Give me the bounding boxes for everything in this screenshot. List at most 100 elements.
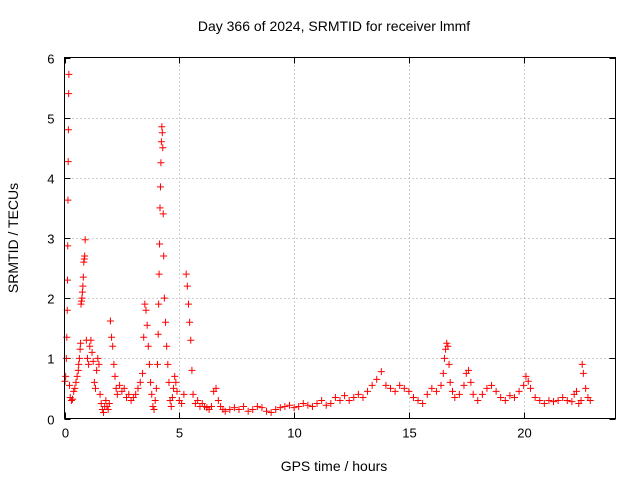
- data-point: [579, 369, 587, 377]
- data-point: [97, 399, 105, 407]
- data-point: [540, 399, 548, 407]
- data-point: [322, 401, 330, 409]
- data-point: [341, 392, 349, 400]
- data-point: [545, 396, 553, 404]
- data-point: [157, 138, 165, 146]
- data-point: [189, 390, 197, 398]
- data-point: [345, 396, 353, 404]
- data-points: [61, 70, 594, 416]
- data-point: [327, 399, 335, 407]
- data-point: [78, 288, 86, 296]
- data-point: [350, 393, 358, 401]
- data-point: [578, 360, 586, 368]
- data-point: [414, 396, 422, 404]
- x-tick-label: 20: [517, 426, 531, 441]
- data-point: [81, 236, 89, 244]
- data-point: [106, 317, 114, 325]
- data-point: [186, 318, 194, 326]
- data-point: [409, 393, 417, 401]
- data-point: [483, 384, 491, 392]
- data-point: [148, 390, 156, 398]
- data-point: [263, 407, 271, 415]
- data-point: [155, 300, 163, 308]
- data-point: [559, 393, 567, 401]
- data-point: [180, 390, 188, 398]
- data-point: [235, 405, 243, 413]
- data-point: [586, 396, 594, 404]
- data-point: [152, 384, 160, 392]
- data-point: [64, 126, 72, 134]
- data-point: [170, 384, 178, 392]
- data-point: [423, 390, 431, 398]
- data-point: [165, 378, 173, 386]
- data-point: [109, 342, 117, 350]
- data-point: [140, 333, 148, 341]
- data-point: [76, 345, 84, 353]
- data-point: [112, 384, 120, 392]
- data-point: [75, 354, 83, 362]
- data-point: [440, 354, 448, 362]
- data-point: [143, 321, 151, 329]
- data-point: [524, 377, 532, 385]
- data-point: [100, 408, 108, 416]
- x-tick-label: 15: [402, 426, 416, 441]
- data-point: [281, 402, 289, 410]
- data-point: [230, 404, 238, 412]
- data-point: [141, 300, 149, 308]
- data-point: [156, 204, 164, 212]
- data-point: [105, 399, 113, 407]
- data-point: [79, 282, 87, 290]
- data-point: [87, 336, 95, 344]
- data-point: [159, 210, 167, 218]
- data-point: [437, 381, 445, 389]
- data-point: [267, 408, 275, 416]
- data-point: [66, 381, 74, 389]
- data-point: [149, 402, 157, 410]
- data-point: [244, 407, 252, 415]
- y-tick-label: 2: [47, 292, 54, 307]
- data-point: [308, 402, 316, 410]
- data-point: [139, 369, 147, 377]
- data-point: [156, 183, 164, 191]
- data-point: [488, 381, 496, 389]
- data-point: [155, 270, 163, 278]
- data-point: [506, 392, 514, 400]
- data-point: [120, 384, 128, 392]
- data-point: [75, 360, 83, 368]
- data-point: [111, 372, 119, 380]
- data-point: [207, 402, 215, 410]
- data-point: [448, 387, 456, 395]
- data-point: [65, 70, 73, 78]
- data-point: [258, 404, 266, 412]
- data-point: [373, 375, 381, 383]
- data-point: [460, 381, 468, 389]
- data-point: [86, 342, 94, 350]
- data-point: [158, 129, 166, 137]
- data-point: [183, 282, 191, 290]
- data-point: [432, 387, 440, 395]
- data-point: [63, 276, 71, 284]
- data-point: [443, 339, 451, 347]
- data-point: [72, 378, 80, 386]
- data-point: [531, 393, 539, 401]
- data-point: [212, 384, 220, 392]
- data-point: [116, 381, 124, 389]
- data-point: [90, 378, 98, 386]
- data-point: [439, 369, 447, 377]
- data-point: [444, 342, 452, 350]
- y-tick-label: 0: [47, 413, 54, 428]
- data-point: [221, 407, 229, 415]
- data-point: [159, 144, 167, 152]
- data-point: [455, 390, 463, 398]
- data-point: [142, 306, 150, 314]
- data-point: [182, 270, 190, 278]
- y-tick-label: 5: [47, 112, 54, 127]
- data-point: [145, 360, 153, 368]
- data-point: [71, 384, 79, 392]
- data-point: [168, 393, 176, 401]
- data-point: [147, 378, 155, 386]
- data-point: [520, 381, 528, 389]
- data-point: [65, 90, 73, 98]
- data-point: [368, 381, 376, 389]
- x-tick-label: 5: [176, 426, 183, 441]
